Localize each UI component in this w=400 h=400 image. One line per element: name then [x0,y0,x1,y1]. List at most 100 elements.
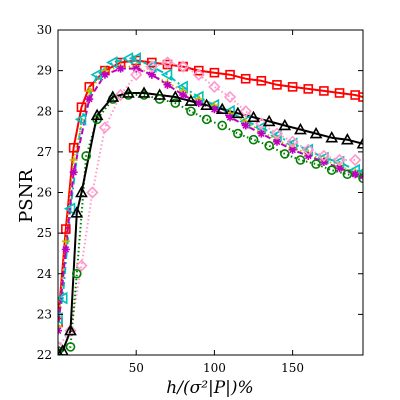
series-0-marker [319,86,329,96]
y-tick-label: 25 [37,226,52,240]
series-6-line [58,92,363,354]
series-5-marker [233,128,243,139]
series-3-marker [179,91,188,99]
series-0-marker [256,75,267,86]
series-1-marker [58,291,68,305]
series-5-marker [248,134,259,145]
series-3-marker [288,145,297,154]
series-4-marker [349,153,362,167]
series-0-marker [225,69,235,80]
series-0-line [58,59,363,323]
series-0-marker [287,82,298,92]
series-6-marker [70,206,84,218]
series-6-marker [215,102,229,115]
series-1-marker [74,113,87,126]
series-6-marker [262,114,276,127]
series-6-marker [184,94,198,106]
series-2-marker [69,156,78,164]
series-0-marker [68,143,79,153]
series-6-marker [247,110,260,123]
series-3-marker [61,245,70,254]
series-6-marker [58,346,63,355]
series-3-marker [210,105,219,114]
x-tick-label: 100 [203,361,226,375]
series-0-marker [61,224,71,234]
series-4-marker [130,68,143,81]
series-6-marker [153,88,167,100]
series-6-marker [356,137,363,149]
series-0-marker [76,102,87,112]
series-4-marker [239,105,252,118]
series-0-marker [358,92,363,102]
y-tick-label: 29 [37,64,52,78]
series-6-marker [340,133,354,145]
series-3-marker [335,164,344,173]
series-2-marker [61,237,70,246]
marker-layer [58,52,363,355]
series-1-marker [58,312,63,325]
series-4-marker [161,56,174,69]
x-tick-label: 50 [129,361,144,375]
y-axis-label: PSNR [16,169,37,223]
series-2-marker [85,86,94,95]
series-3-marker [100,70,109,79]
series-4-marker [317,149,331,163]
x-axis-label: h/(σ²|P|)% [166,378,253,398]
series-4-marker [286,135,299,148]
series-6-marker [278,118,292,131]
series-5-marker [358,173,363,184]
series-1-line [58,57,363,319]
series-3-marker [272,137,281,146]
series-4-marker [64,324,77,337]
y-tick-label: 24 [37,267,53,281]
series-5-marker [81,151,91,161]
series-0-marker [272,80,282,90]
series-4-marker [208,80,221,94]
y-tick-label: 26 [37,186,52,200]
series-1-marker [106,56,118,69]
x-tick-label: 150 [281,361,304,375]
series-5-marker [279,149,290,159]
series-0-marker [193,65,204,76]
series-4-marker [86,186,99,199]
series-2-marker [58,322,62,331]
series-6-marker [75,185,88,198]
series-4-marker [58,340,65,354]
series-3-marker [69,168,78,177]
series-3-marker [241,121,250,130]
series-6-marker [122,86,135,98]
ticks-layer: 50 100 150 22 23 24 25 26 27 28 29 30 [37,23,363,375]
series-6-marker [168,90,182,102]
series-4-marker [270,127,284,140]
series-3-marker [351,170,360,179]
series-5-marker [326,165,337,175]
series-5-marker [217,120,228,131]
series-1-marker [63,202,76,216]
series-1-marker [160,68,173,82]
series-3-marker [147,70,156,79]
y-tick-label: 30 [37,23,52,37]
series-6-marker [309,126,323,139]
series-6-marker [64,323,77,336]
series-5-marker [295,155,306,165]
series-4-marker [192,68,205,81]
series-6-marker [137,86,151,98]
series-5-marker [311,159,321,169]
y-tick-label: 28 [37,104,52,118]
series-4-marker [333,153,346,167]
series-2-line [58,65,363,327]
y-tick-label: 27 [37,145,52,159]
series-5-marker [71,268,82,279]
series-6-marker [325,131,339,143]
series-5-marker [201,114,212,125]
series-3-marker [85,95,94,104]
series-6-marker [90,108,104,121]
series-6-marker [231,106,245,119]
series-5-marker [342,169,353,180]
y-tick-label: 23 [37,307,52,321]
y-tick-label: 22 [37,348,52,362]
series-3-marker [194,99,203,108]
series-3-marker [226,113,235,122]
series-0-marker [334,88,345,98]
